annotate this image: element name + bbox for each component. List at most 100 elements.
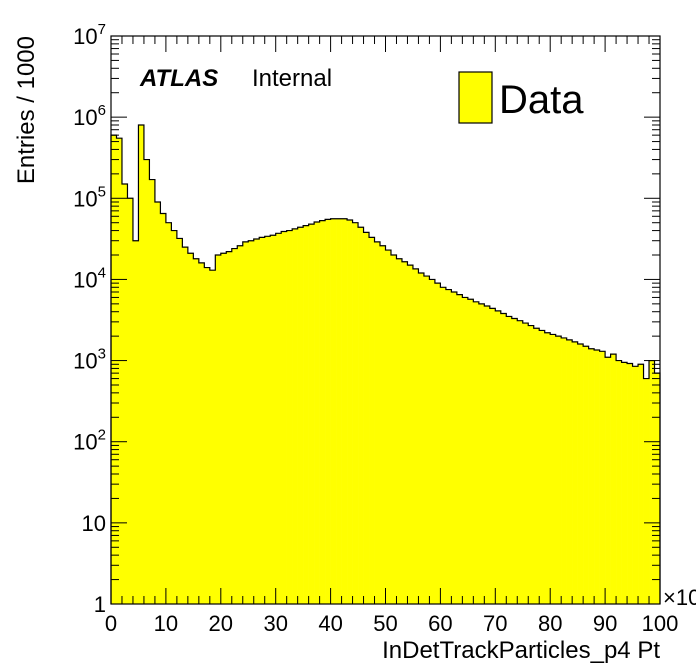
histogram-bin [434, 283, 441, 604]
histogram-bin [522, 323, 529, 604]
legend: Data [458, 71, 584, 124]
y-tick-label: 102 [73, 427, 106, 455]
histogram-bin [517, 320, 524, 604]
histogram-bin [654, 373, 661, 604]
histogram-bin [506, 316, 513, 604]
x-tick-label: 0 [105, 611, 117, 636]
histogram-bin [165, 222, 172, 604]
histogram-bin [390, 255, 397, 604]
histogram-bin [462, 297, 469, 604]
histogram-bin [286, 230, 293, 605]
x-axis-multiplier: ×10 [663, 585, 696, 610]
histogram-bin [231, 248, 238, 604]
y-tick-label: 106 [73, 102, 106, 130]
histogram-bin [577, 344, 584, 604]
histogram-bin [352, 222, 359, 604]
histogram-bin [154, 201, 161, 605]
histogram-bin [138, 125, 145, 604]
histogram-bin [638, 364, 644, 604]
histogram-bin [533, 328, 540, 604]
histogram-bin [314, 222, 320, 604]
x-tick-label: 40 [318, 611, 342, 636]
x-axis-tick-labels: 0 10 20 30 40 50 60 70 80 90 100 [105, 611, 678, 636]
histogram-bin [369, 237, 375, 605]
histogram-bin [303, 225, 309, 604]
histogram-bin [380, 245, 386, 604]
histogram-bin [275, 233, 282, 604]
atlas-label: ATLAS [139, 65, 218, 92]
histogram-bin [588, 348, 595, 604]
histogram-bin [594, 349, 600, 604]
x-tick-label: 70 [483, 611, 507, 636]
histogram-bin [253, 238, 260, 604]
histogram-bin [226, 251, 233, 604]
histogram-bin [555, 336, 562, 604]
histogram-bin [456, 294, 463, 604]
y-axis-ticks [111, 35, 660, 605]
histogram-bin [270, 235, 276, 604]
histogram-bin [572, 341, 578, 604]
histogram-bars [111, 125, 661, 605]
atlas-status-label: Internal [252, 65, 332, 92]
histogram-bin [544, 332, 551, 604]
histogram-bin [407, 265, 414, 604]
y-tick-label: 105 [73, 183, 106, 211]
histogram-bin [550, 334, 556, 604]
histogram-bin [358, 227, 364, 604]
x-tick-label: 90 [593, 611, 617, 636]
histogram-bin [396, 258, 403, 604]
histogram-bin [297, 227, 304, 604]
y-axis-label: Entries / 1000 [13, 36, 40, 184]
histogram-bin [187, 253, 194, 604]
histogram-bin [341, 218, 348, 605]
histogram-bin [627, 363, 633, 604]
histogram-bin [539, 330, 546, 604]
x-axis-ticks [110, 36, 661, 604]
histogram-bin [440, 287, 447, 604]
histogram-bin [281, 231, 287, 604]
legend-swatch-data [458, 71, 493, 124]
histogram-bin [111, 135, 117, 605]
histogram-bin [242, 241, 249, 605]
histogram-bin [451, 291, 458, 604]
histogram-bin [418, 273, 425, 604]
histogram-bin [599, 351, 606, 604]
histogram-bin [511, 318, 518, 604]
histogram-bin [632, 366, 639, 604]
histogram-bin [325, 219, 331, 604]
histogram-bin [171, 230, 178, 605]
y-tick-label: 10 [82, 511, 106, 536]
x-tick-label: 100 [642, 611, 679, 636]
histogram-bin [500, 313, 507, 604]
histogram-bin [616, 360, 622, 604]
x-tick-label: 10 [154, 611, 178, 636]
x-tick-label: 30 [263, 611, 287, 636]
histogram-bin [445, 289, 452, 604]
y-tick-label: 1 [94, 592, 106, 617]
histogram-bin [649, 360, 655, 604]
histogram-bin [292, 228, 298, 605]
histogram-bin [143, 159, 150, 604]
histogram-bin [121, 183, 128, 604]
histogram-bin [583, 346, 589, 604]
histogram-bin [248, 240, 255, 604]
histogram-bin [401, 261, 408, 604]
histogram-bin [198, 262, 205, 604]
histogram-bin [566, 339, 573, 604]
y-axis-tick-labels: 1 10 102 103 104 105 106 107 [73, 21, 106, 617]
histogram-bin [363, 232, 370, 604]
histogram-bin [484, 306, 491, 604]
histogram-bin [319, 220, 326, 604]
y-tick-label: 103 [73, 346, 106, 374]
histogram-bin [643, 378, 650, 604]
histogram-bin [132, 240, 139, 604]
histogram-bin [215, 255, 222, 604]
histogram-bin [605, 357, 611, 604]
histogram-bin [423, 276, 430, 604]
x-tick-label: 20 [209, 611, 233, 636]
y-tick-label: 104 [73, 264, 106, 292]
histogram-bin [116, 138, 123, 604]
histogram-bin [374, 241, 381, 605]
histogram-bin [264, 236, 271, 604]
